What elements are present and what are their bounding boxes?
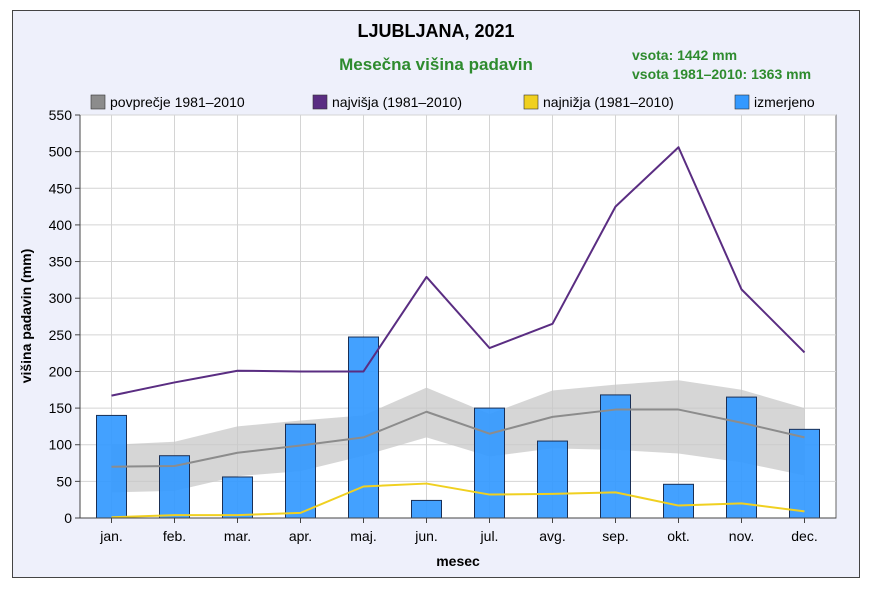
y-tick-label: 50 bbox=[56, 473, 72, 489]
lowest-line bbox=[111, 482, 805, 519]
measured-bar bbox=[285, 423, 316, 519]
x-tick-label: jan. bbox=[99, 528, 123, 544]
chart-subtitle: Mesečna višina padavin bbox=[339, 55, 533, 74]
x-tick-label: mar. bbox=[224, 528, 251, 544]
measured-bar bbox=[474, 407, 505, 519]
x-tick-label: maj. bbox=[350, 528, 376, 544]
measured-bars bbox=[96, 336, 820, 519]
measured-bar bbox=[663, 483, 694, 519]
legend-label-measured: izmerjeno bbox=[754, 94, 815, 110]
range-band bbox=[111, 380, 805, 493]
x-tick-label: okt. bbox=[667, 528, 690, 544]
legend-swatch-lowest bbox=[523, 94, 539, 110]
y-tick-label: 350 bbox=[49, 254, 73, 270]
y-axis: 0 50 100 150 200 250 300 350 400 450 500 550 bbox=[49, 107, 81, 526]
measured-bar bbox=[348, 336, 379, 519]
average-line bbox=[111, 408, 805, 468]
legend-swatch-measured bbox=[734, 94, 750, 110]
legend-label-lowest: najnižja (1981–2010) bbox=[543, 94, 674, 110]
measured-bar bbox=[411, 499, 442, 519]
x-tick-label: feb. bbox=[163, 528, 186, 544]
y-tick-label: 250 bbox=[49, 327, 73, 343]
y-tick-label: 100 bbox=[49, 437, 73, 453]
y-tick-label: 0 bbox=[64, 510, 72, 526]
y-tick-label: 150 bbox=[49, 400, 73, 416]
legend: povprečje 1981–2010 najvišja (1981–2010)… bbox=[90, 94, 815, 110]
x-tick-label: jul. bbox=[480, 528, 499, 544]
legend-swatch-average bbox=[90, 94, 106, 110]
x-tick-label: sep. bbox=[602, 528, 628, 544]
x-tick-label: nov. bbox=[729, 528, 754, 544]
sum-reference: vsota 1981–2010: 1363 mm bbox=[632, 66, 811, 82]
measured-bar bbox=[222, 476, 253, 519]
y-tick-label: 550 bbox=[49, 107, 73, 123]
highest-line bbox=[111, 146, 806, 397]
chart-title: LJUBLJANA, 2021 bbox=[357, 21, 514, 41]
measured-bar bbox=[600, 394, 631, 519]
legend-swatch-highest bbox=[312, 94, 328, 110]
x-axis-title: mesec bbox=[436, 553, 480, 569]
x-tick-label: dec. bbox=[791, 528, 817, 544]
series-lines bbox=[111, 146, 806, 519]
average-range-band bbox=[111, 380, 805, 493]
chart-frame: LJUBLJANA, 2021 Mesečna višina padavin v… bbox=[12, 10, 860, 578]
sum-current: vsota: 1442 mm bbox=[632, 47, 737, 63]
x-tick-label: apr. bbox=[289, 528, 312, 544]
x-tick-label: jun. bbox=[414, 528, 438, 544]
legend-label-average: povprečje 1981–2010 bbox=[110, 94, 245, 110]
measured-bar bbox=[537, 440, 568, 519]
precipitation-chart: LJUBLJANA, 2021 Mesečna višina padavin v… bbox=[18, 21, 837, 569]
y-tick-label: 200 bbox=[49, 363, 73, 379]
y-axis-title: višina padavin (mm) bbox=[18, 249, 34, 384]
legend-label-highest: najvišja (1981–2010) bbox=[332, 94, 462, 110]
y-tick-label: 500 bbox=[49, 144, 73, 160]
measured-bar bbox=[789, 428, 820, 519]
y-tick-label: 400 bbox=[49, 217, 73, 233]
measured-bar bbox=[726, 396, 757, 519]
y-tick-label: 300 bbox=[49, 290, 73, 306]
y-tick-label: 450 bbox=[49, 180, 73, 196]
x-tick-label: avg. bbox=[539, 528, 565, 544]
x-axis: jan. feb. mar. apr. maj. jun. jul. avg. sep. okt.… bbox=[80, 517, 836, 544]
